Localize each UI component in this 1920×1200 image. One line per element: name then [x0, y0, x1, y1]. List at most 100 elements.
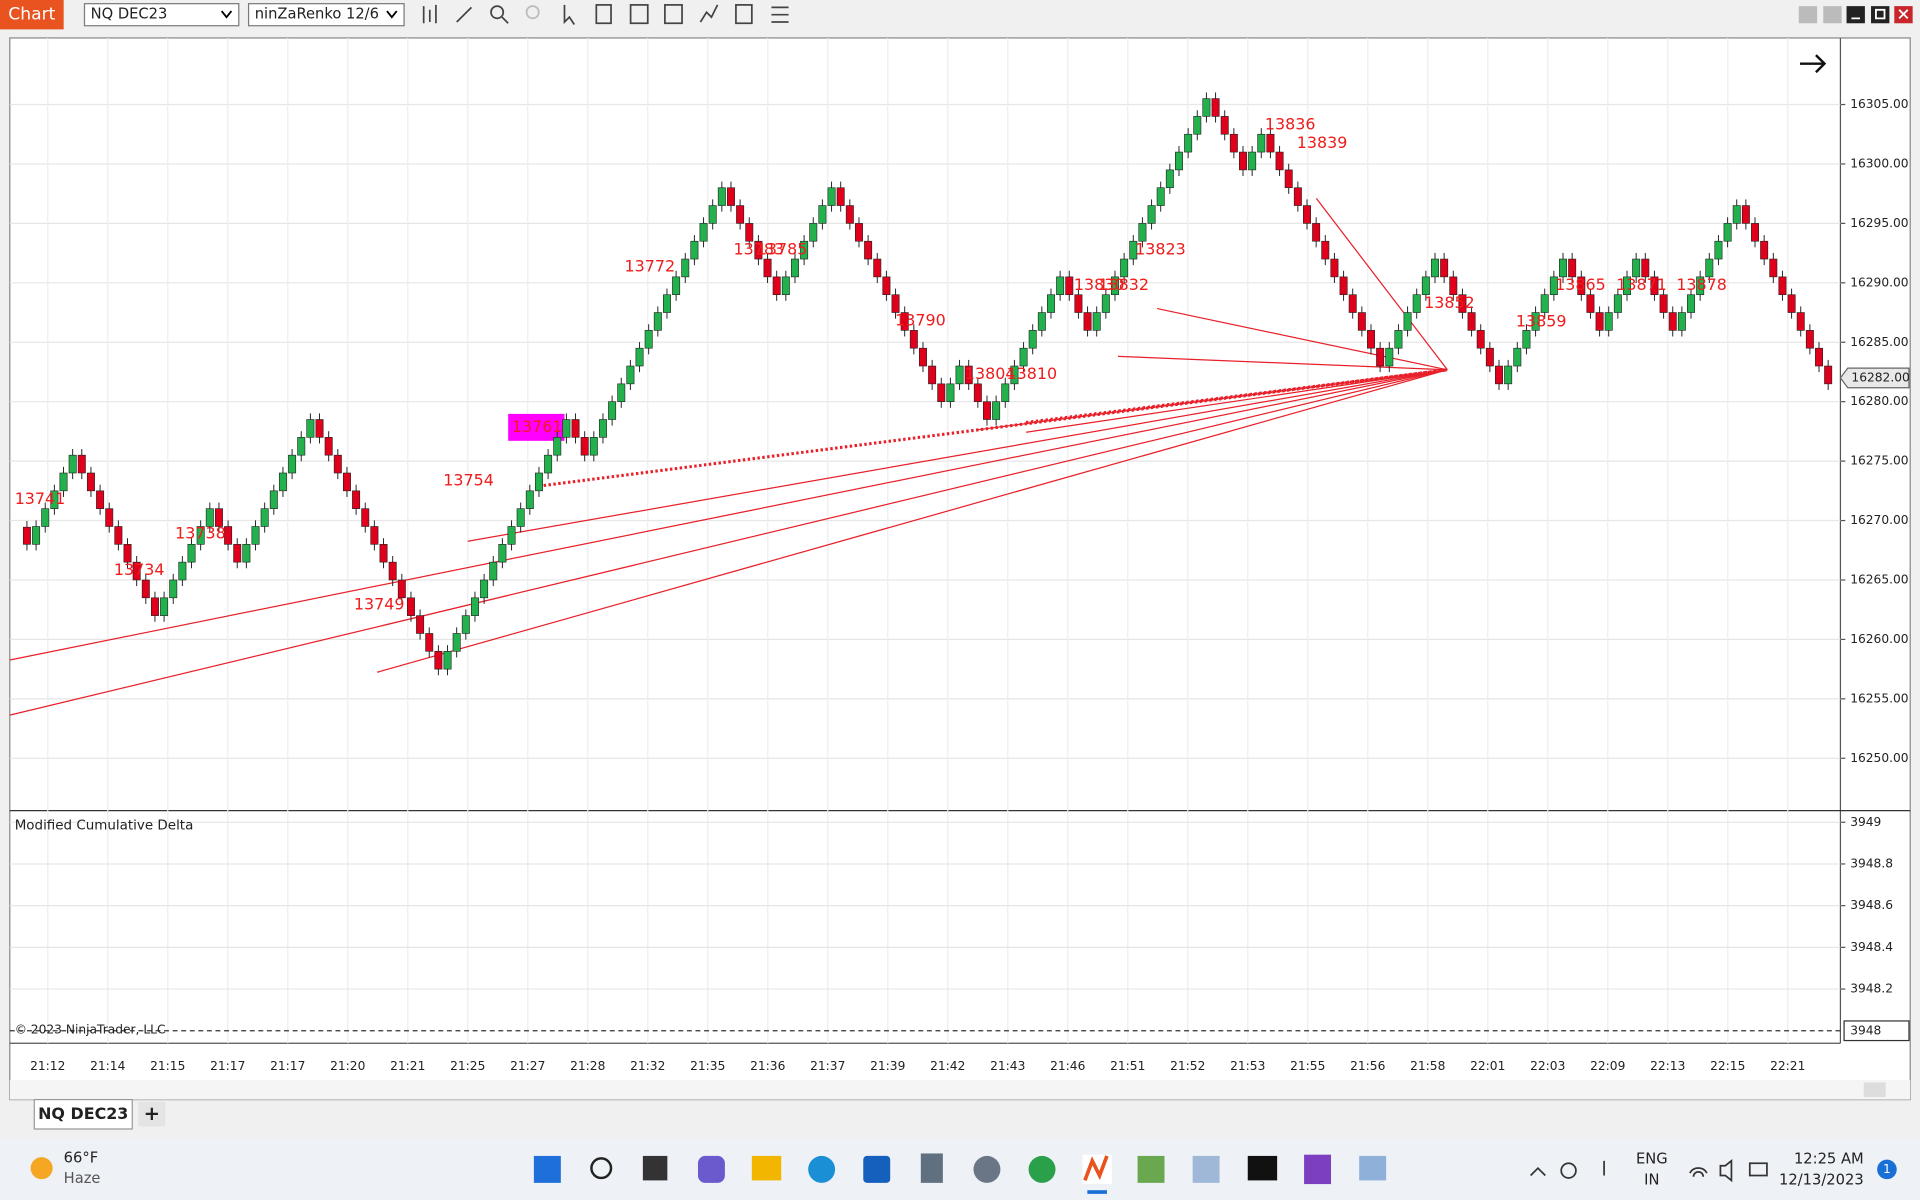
brick	[1321, 240, 1330, 260]
brick	[1559, 258, 1567, 278]
brick	[1805, 330, 1814, 349]
brick	[1037, 312, 1046, 331]
scroll-arrow[interactable]	[1800, 54, 1827, 74]
brick	[553, 437, 562, 456]
highlight-box	[508, 413, 565, 441]
tray-icons[interactable]	[1530, 1159, 1768, 1183]
tab[interactable]	[33, 1098, 133, 1130]
clock-time: 12:25 AM	[1794, 1151, 1864, 1168]
brick	[1659, 294, 1668, 313]
brick	[1778, 276, 1787, 296]
clock-date: 12/13/2023	[1779, 1171, 1864, 1188]
brick	[498, 544, 507, 563]
brick	[946, 383, 955, 402]
bar-type-select[interactable]	[247, 3, 405, 27]
brick	[233, 544, 242, 563]
brick	[937, 383, 946, 402]
window-controls[interactable]	[1798, 6, 1913, 24]
brick	[388, 561, 397, 581]
scroll-thumb[interactable]	[1863, 1082, 1886, 1098]
brick	[324, 437, 333, 456]
chart-badge[interactable]	[0, 0, 64, 30]
x-tick-label: 21:27	[510, 1059, 545, 1073]
annotation: 13852	[1424, 293, 1475, 312]
annotation: 13783	[733, 239, 784, 258]
scrollbar[interactable]	[9, 1080, 1911, 1100]
brick	[406, 597, 415, 616]
annotation: 13785	[757, 239, 808, 258]
brick	[1485, 347, 1494, 367]
brick	[1266, 133, 1275, 153]
grid: 16250.00 16255.00 16260.00 16265.00 16270.00…	[9, 37, 1910, 1073]
brick	[726, 187, 735, 206]
brick	[562, 419, 571, 438]
y-tick-label: 3948.6	[1850, 898, 1893, 912]
brick	[1677, 312, 1686, 331]
annotation: 13839	[1297, 133, 1348, 152]
brick	[1239, 151, 1247, 171]
trend-lines	[9, 197, 1448, 716]
brick	[1824, 365, 1833, 385]
brick	[269, 490, 278, 509]
brick	[1303, 205, 1311, 224]
brick	[297, 437, 306, 456]
brick	[1312, 223, 1321, 242]
brick	[1449, 276, 1458, 296]
brick	[160, 597, 169, 616]
y-tick-label: 16300.00	[1850, 156, 1908, 170]
annotation: 13810	[1007, 364, 1058, 383]
brick	[672, 276, 681, 296]
brick	[580, 437, 589, 456]
weather-icon	[30, 1157, 53, 1180]
brick	[955, 365, 964, 385]
brick	[882, 276, 891, 296]
x-tick-label: 21:56	[1350, 1059, 1385, 1073]
brick	[187, 544, 196, 563]
taskbar-apps[interactable]	[533, 1153, 1387, 1194]
annotation: 13836	[1265, 114, 1316, 133]
x-tick-label: 21:55	[1290, 1059, 1325, 1073]
brick	[608, 401, 617, 420]
brick	[507, 526, 516, 545]
brick	[370, 526, 379, 545]
brick	[251, 526, 260, 545]
brick	[854, 223, 863, 242]
annotation: 13871	[1616, 275, 1667, 294]
brick	[1431, 258, 1439, 278]
brick	[1083, 312, 1092, 331]
y-tick-label: 3949	[1850, 815, 1881, 829]
brick	[1568, 258, 1577, 278]
brick	[260, 508, 269, 527]
brick	[992, 401, 1001, 420]
instrument-select[interactable]	[83, 3, 240, 27]
brick	[342, 472, 351, 492]
brick	[242, 544, 251, 563]
brick	[205, 508, 214, 527]
brick	[699, 223, 708, 242]
x-tick-label: 22:13	[1650, 1059, 1685, 1073]
brick	[1741, 205, 1750, 224]
brick	[1120, 258, 1129, 278]
brick	[1668, 312, 1677, 331]
brick	[1339, 276, 1348, 296]
brick	[1275, 151, 1284, 171]
annotations: 13741 13734 13738 13749 13754 13761 13772 13783…	[15, 114, 1727, 613]
brick	[1248, 151, 1257, 171]
x-tick-label: 21:28	[570, 1059, 605, 1073]
brick	[1705, 258, 1714, 278]
y-tick-label: 16255.00	[1850, 691, 1908, 705]
brick	[1440, 258, 1449, 278]
x-tick-label: 21:21	[390, 1059, 425, 1073]
brick	[653, 312, 662, 331]
toolbar-icons[interactable]	[422, 4, 789, 25]
tab-label: NQ DEC23	[38, 1104, 128, 1123]
brick	[32, 526, 41, 545]
add-tab[interactable]	[138, 1102, 166, 1127]
brick	[644, 330, 653, 349]
notification-badge[interactable]	[1877, 1159, 1897, 1180]
brick	[169, 579, 178, 599]
brick	[470, 597, 479, 616]
copyright: © 2023 NinjaTrader, LLC	[15, 1022, 166, 1036]
brick	[416, 615, 425, 634]
